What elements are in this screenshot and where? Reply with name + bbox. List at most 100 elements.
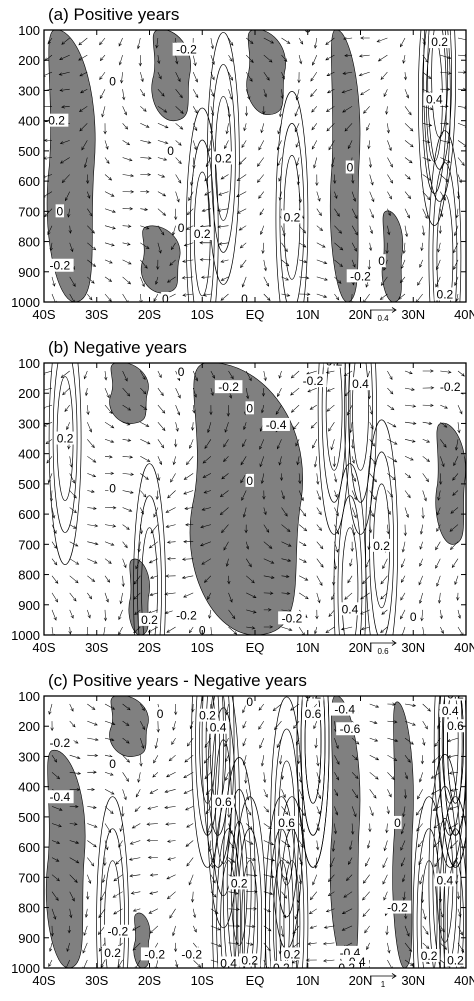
y-tick-label: 500 (18, 477, 40, 492)
wind-arrow (104, 575, 111, 583)
wind-arrow (440, 908, 444, 918)
wind-arrow (351, 225, 358, 236)
wind-arrow (146, 838, 158, 843)
wind-arrow (140, 72, 144, 83)
contour-label-bg (177, 947, 206, 961)
plot-area: 00.2-0.200.4-0.200.200 0.20 0.20-0.2-0.20 0… (44, 30, 466, 306)
wind-arrow (360, 626, 370, 631)
wind-arrow (351, 490, 357, 501)
wind-arrow (104, 174, 113, 181)
contour-line (273, 860, 290, 968)
wind-arrow (440, 626, 444, 634)
wind-arrow (87, 592, 93, 600)
contour-label: -0.2 (144, 947, 165, 961)
wind-arrow (236, 174, 247, 182)
contour-line (96, 796, 129, 968)
wind-arrow (457, 174, 462, 184)
wind-arrow (369, 737, 379, 742)
contour-label: -0.2 (334, 961, 355, 975)
contour-label-bg (281, 947, 303, 961)
wind-arrow (140, 140, 152, 144)
wind-arrow (362, 908, 370, 917)
wind-arrow (316, 259, 328, 265)
wind-arrow (192, 71, 198, 83)
contour-label: 0.4 (342, 602, 359, 616)
wind-arrow (228, 857, 236, 863)
wind-arrow (140, 172, 152, 177)
contour-line (300, 696, 326, 836)
wind-arrow (281, 840, 291, 848)
wind-arrow (449, 541, 459, 551)
wind-arrow (104, 772, 114, 776)
contour-label: 0.2 (215, 151, 232, 165)
wind-arrow (332, 575, 336, 586)
wind-arrow (228, 54, 233, 62)
wind-arrow (200, 541, 211, 547)
contour-label-bg (349, 377, 372, 391)
wind-arrow (51, 874, 60, 882)
wind-arrow (241, 490, 247, 501)
wind-arrow (298, 874, 303, 885)
contour-label: 0.2 (194, 227, 211, 241)
wind-arrow (104, 140, 109, 150)
wind-arrow (322, 942, 335, 946)
wind-arrow (358, 54, 370, 58)
x-tick-label: EQ (246, 973, 265, 988)
wind-arrow (381, 609, 388, 615)
wind-arrow (220, 174, 229, 180)
wind-arrow (202, 473, 212, 478)
wind-arrow (121, 806, 125, 817)
wind-arrow (218, 191, 229, 196)
wind-arrow (351, 754, 358, 761)
wind-arrow (325, 37, 335, 45)
wind-arrow (369, 225, 373, 235)
wind-arrow (404, 123, 414, 132)
wind-arrow (298, 490, 304, 502)
wind-arrow (220, 276, 229, 281)
wind-arrow (210, 891, 217, 898)
y-tick-label: 700 (18, 204, 40, 219)
wind-arrow (69, 720, 76, 728)
wind-arrow (278, 370, 282, 379)
wind-arrow (87, 506, 97, 510)
wind-arrow (434, 737, 441, 747)
wind-arrow (440, 157, 451, 163)
wind-arrow (246, 890, 258, 894)
wind-arrow (418, 575, 423, 586)
wind-arrow (358, 71, 370, 77)
wind-arrow (69, 703, 74, 712)
wind-arrow (298, 558, 307, 563)
wind-arrow (69, 541, 79, 547)
contour-label: -0.4 (49, 790, 70, 804)
contour-line (189, 139, 215, 302)
wind-arrow (140, 123, 150, 128)
wind-arrow (263, 541, 273, 549)
y-tick-label: 300 (18, 416, 40, 431)
contour-line (325, 363, 343, 471)
wind-arrow (404, 925, 410, 937)
wind-arrow (331, 840, 336, 853)
contour-label: 0 (162, 292, 169, 306)
wind-arrow (298, 37, 304, 45)
wind-arrow (157, 387, 164, 397)
wind-arrow (440, 122, 450, 126)
y-tick-label: 500 (18, 810, 40, 825)
contour-label: 0 (167, 144, 174, 158)
wind-arrow (328, 609, 335, 617)
wind-arrow (440, 404, 448, 409)
wind-arrow (65, 191, 70, 202)
wind-arrow (203, 575, 212, 583)
wind-arrow (140, 276, 145, 288)
wind-arrow (280, 89, 284, 100)
wind-arrow (59, 88, 70, 92)
wind-arrow (186, 225, 194, 230)
wind-arrow (79, 71, 88, 77)
wind-arrow (457, 37, 466, 42)
wind-arrow (360, 592, 370, 600)
contour-label: -0.2 (387, 901, 408, 915)
wind-arrow (175, 422, 179, 432)
wind-arrow (226, 405, 230, 417)
wind-arrow (186, 823, 194, 828)
wind-arrow (440, 421, 448, 428)
wind-arrow (314, 738, 318, 749)
